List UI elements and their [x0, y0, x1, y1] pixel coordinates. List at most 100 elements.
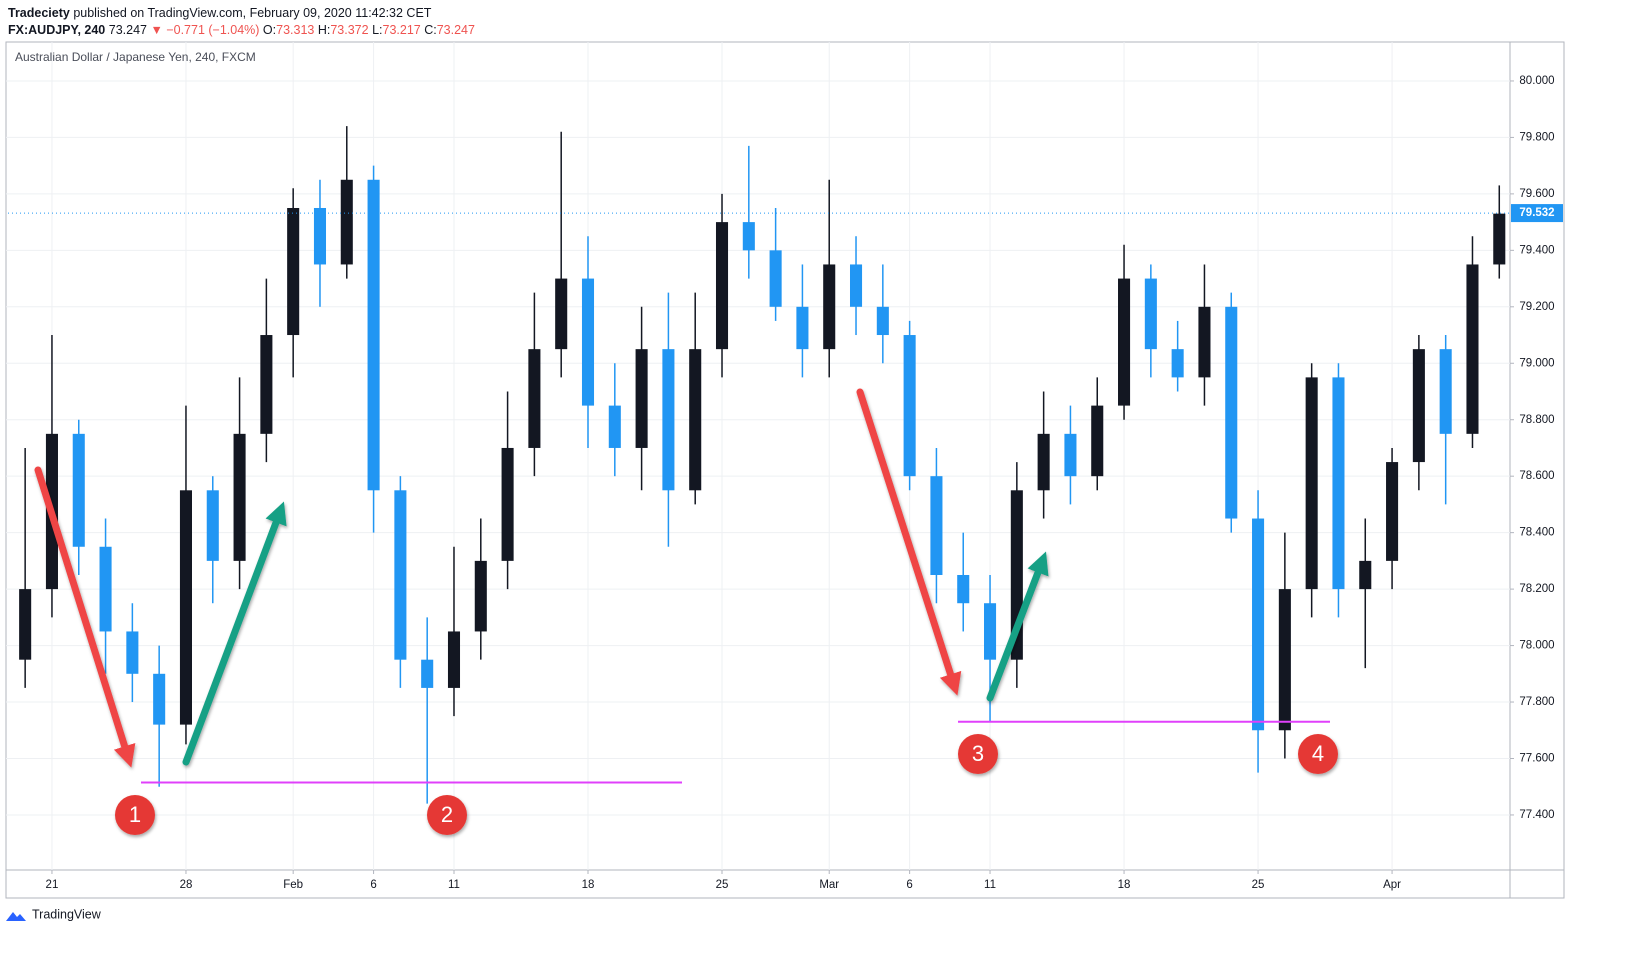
- candle-body: [1171, 349, 1184, 378]
- x-tick-label: 28: [180, 879, 193, 891]
- annotation-label: 4: [1312, 741, 1324, 766]
- annotation-label: 1: [129, 802, 141, 827]
- y-tick-label: 79.800: [1519, 131, 1554, 143]
- y-tick-label: 79.200: [1519, 301, 1554, 313]
- ohlc-label: O:: [262, 23, 277, 37]
- candle-body: [903, 335, 916, 477]
- candle-body: [769, 250, 782, 307]
- candle-body: [581, 278, 595, 406]
- candle-body: [984, 603, 997, 660]
- chart-frame: [5, 41, 1565, 899]
- candle-body: [1359, 560, 1372, 590]
- y-tick-label: 78.200: [1519, 583, 1554, 595]
- y-tick-label: 78.400: [1519, 527, 1554, 539]
- arrow: [34, 466, 136, 768]
- candle-body: [1493, 213, 1506, 265]
- price: 73.247: [108, 23, 147, 37]
- candle-body: [99, 546, 112, 632]
- candle-body: [662, 349, 675, 491]
- candle-body: [260, 335, 273, 434]
- candle-body: [823, 264, 836, 350]
- candle-body: [1037, 433, 1050, 491]
- candle-body: [501, 447, 514, 561]
- arrow: [856, 388, 962, 696]
- candle-body: [555, 278, 568, 350]
- x-tick-label: 6: [370, 879, 376, 891]
- candle-body: [19, 589, 32, 660]
- candle-body: [957, 574, 970, 604]
- y-tick-label: 77.400: [1519, 809, 1554, 821]
- annotation-label: 2: [441, 802, 453, 827]
- publish-line: Tradeciety published on TradingView.com,…: [8, 5, 475, 22]
- annotation-badge: [1298, 734, 1338, 774]
- author: Tradeciety: [8, 6, 70, 20]
- x-tick-label: 18: [582, 879, 595, 891]
- candle-body: [715, 222, 729, 350]
- candle-body: [608, 405, 621, 448]
- candle-body: [340, 179, 353, 265]
- published: published on TradingView.com, February 0…: [73, 6, 432, 20]
- candle-body: [126, 631, 139, 674]
- candle-body: [1198, 306, 1211, 378]
- x-tick-label: 18: [1118, 879, 1131, 891]
- ohlc-label: L:: [372, 23, 383, 37]
- candle-body: [394, 490, 407, 660]
- annotations: [34, 388, 1049, 768]
- candle-body: [367, 179, 380, 491]
- candle-body: [1278, 589, 1291, 731]
- y-tick-label: 78.600: [1519, 470, 1554, 482]
- candle-body: [313, 207, 327, 265]
- candle-body: [1091, 405, 1104, 477]
- candle-body: [287, 207, 300, 336]
- change: ▼ −0.771 (−1.04%): [150, 23, 260, 37]
- annotation-badge: [958, 734, 998, 774]
- y-tick-label: 79.400: [1519, 244, 1554, 256]
- candle-body: [1332, 377, 1345, 590]
- candle-body: [1412, 349, 1425, 463]
- annotation-label: 3: [972, 741, 984, 766]
- candle-body: [421, 659, 434, 688]
- candle-body: [1144, 278, 1157, 350]
- ohlc-label: C:: [424, 23, 437, 37]
- candle-body: [528, 349, 541, 448]
- x-tick-label: 6: [906, 879, 912, 891]
- x-tick-label: 11: [984, 879, 996, 891]
- grid: [6, 42, 1514, 874]
- candle-body: [447, 631, 461, 688]
- candle-body: [1386, 462, 1399, 561]
- ohlc-value: 73.247: [436, 23, 475, 37]
- last-price-tag: [1511, 204, 1563, 223]
- x-tick-label: Apr: [1383, 879, 1401, 891]
- ohlc-value: 73.313: [276, 23, 315, 37]
- brand: TradingView: [32, 907, 102, 921]
- x-tick-label: 25: [716, 879, 729, 891]
- candle-body: [206, 490, 219, 561]
- x-tick-label: 21: [46, 879, 59, 891]
- y-tick-label: 78.800: [1519, 414, 1554, 426]
- arrow: [182, 501, 287, 766]
- logo: [6, 912, 26, 921]
- arrow: [986, 551, 1049, 702]
- candle-body: [742, 222, 755, 251]
- candle-body: [849, 264, 863, 307]
- candle-body: [689, 349, 702, 491]
- header: Tradeciety published on TradingView.com,…: [8, 5, 475, 39]
- candle-body: [1252, 518, 1265, 731]
- x-tick-label: Feb: [283, 879, 303, 891]
- candle-body: [1439, 349, 1452, 434]
- candles: [19, 126, 1506, 804]
- candle-body: [153, 673, 166, 725]
- annotation-badge: [115, 795, 155, 835]
- symbol-line: FX:AUDJPY, 240 73.247 ▼ −0.771 (−1.04%) …: [8, 22, 475, 39]
- chart-title: Australian Dollar / Japanese Yen, 240, F…: [15, 50, 256, 64]
- candle-body: [796, 306, 809, 350]
- candle-body: [876, 306, 889, 336]
- x-tick-label: Mar: [819, 879, 839, 891]
- candle-body: [1225, 306, 1238, 519]
- y-tick-label: 77.600: [1519, 753, 1554, 765]
- annotation-badge: [427, 795, 467, 835]
- y-tick-label: 78.000: [1519, 640, 1554, 652]
- candle-body: [179, 490, 192, 725]
